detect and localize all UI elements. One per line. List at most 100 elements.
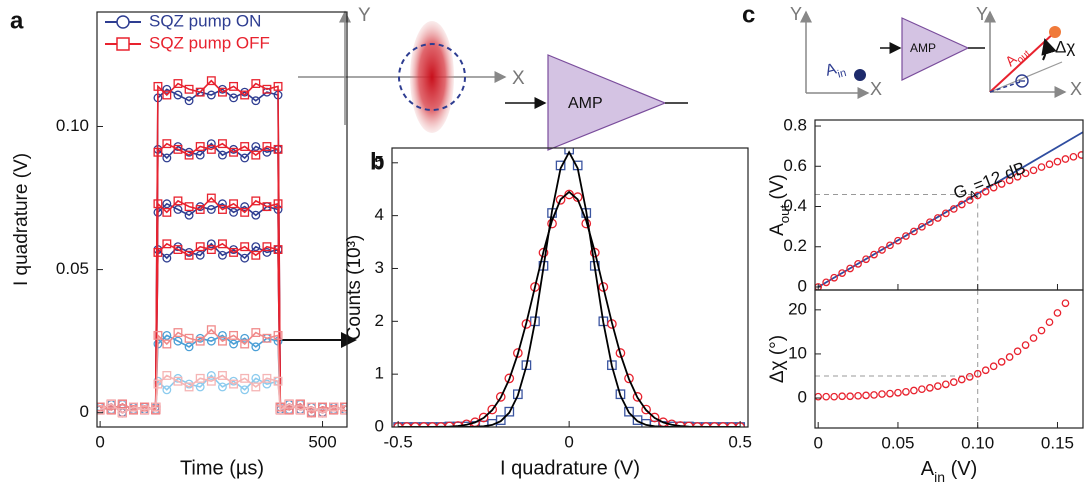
marker: [933, 382, 942, 390]
marker: [162, 239, 172, 249]
marker: [894, 388, 902, 397]
marker: [195, 373, 205, 383]
marker: [918, 385, 926, 394]
marker: [926, 218, 934, 227]
panel-label: c: [742, 1, 755, 28]
marker: [1061, 299, 1070, 308]
marker: [555, 194, 566, 205]
schematic-c: Y X Ain AMP Y X Aout Δχ: [790, 4, 1082, 99]
marker: [217, 371, 227, 380]
marker: [846, 264, 854, 273]
marker: [162, 330, 172, 340]
marker: [989, 183, 998, 192]
marker: [997, 358, 1006, 366]
series-line: [398, 150, 741, 427]
marker: [949, 205, 958, 213]
marker: [173, 328, 183, 338]
series-line: [99, 374, 345, 414]
marker: [240, 90, 250, 100]
marker: [184, 96, 194, 106]
series-line: [99, 196, 345, 414]
marker: [162, 153, 172, 163]
marker: [195, 242, 205, 252]
marker: [318, 408, 327, 418]
marker: [206, 325, 216, 335]
marker: [641, 404, 651, 415]
marker: [206, 144, 216, 154]
marker: [184, 342, 194, 352]
marker: [838, 392, 846, 401]
marker: [184, 150, 194, 160]
axes-frame: [814, 289, 1084, 429]
marker: [838, 269, 846, 277]
marker: [989, 362, 998, 371]
marker: [151, 402, 161, 412]
marker: [251, 382, 261, 392]
annotation-part: =12 dB: [971, 159, 1029, 196]
marker: [251, 142, 261, 151]
marker: [195, 382, 205, 392]
marker: [273, 81, 283, 91]
marker: [495, 415, 506, 425]
marker: [229, 330, 239, 340]
y-tick-label: 0.2: [783, 236, 807, 255]
marker: [217, 250, 227, 260]
marker: [1021, 169, 1030, 178]
marker: [862, 391, 870, 400]
y-tick-label: 0: [375, 416, 384, 435]
marker: [1053, 309, 1062, 317]
x-axis-label: Ain (V): [921, 458, 977, 484]
y-axis-label: Aout (V): [767, 174, 792, 236]
marker: [1077, 151, 1083, 159]
marker: [251, 196, 261, 206]
marker: [284, 399, 294, 409]
axes-frame: [391, 147, 749, 428]
series-line: [99, 79, 345, 414]
marker: [830, 392, 838, 401]
marker: [306, 408, 316, 418]
marker: [240, 385, 250, 395]
marker: [240, 142, 250, 151]
marker: [262, 142, 272, 151]
marker: [624, 406, 634, 417]
x-tick-label: 0: [813, 433, 822, 452]
marker: [240, 333, 250, 343]
marker: [162, 339, 172, 349]
delta-chi-label: Δχ: [1055, 37, 1075, 56]
marker: [251, 210, 261, 220]
marker: [1045, 318, 1054, 327]
marker: [981, 366, 990, 375]
y-axis-label-part: (V): [767, 174, 788, 205]
marker: [153, 247, 163, 257]
marker: [217, 139, 227, 149]
y-axis-label: Δχ (°): [767, 335, 788, 383]
marker: [894, 236, 902, 245]
marker: [229, 247, 239, 257]
marker: [173, 196, 183, 206]
marker: [1013, 347, 1022, 356]
marker: [329, 402, 339, 412]
y-tick-label: 5: [375, 152, 384, 171]
marker: [910, 386, 918, 395]
marker: [521, 360, 532, 371]
series-line: [99, 334, 345, 414]
marker: [262, 242, 272, 252]
a-in-part: A: [824, 61, 839, 80]
marker: [229, 207, 239, 217]
marker: [162, 90, 172, 100]
marker: [251, 328, 261, 338]
axis-letter: X: [1070, 79, 1082, 99]
marker: [1061, 155, 1070, 163]
marker: [153, 330, 163, 340]
marker: [530, 282, 540, 292]
marker: [184, 382, 194, 392]
axis-letter: Y: [976, 4, 988, 24]
marker: [275, 405, 285, 415]
legend-marker: [116, 15, 130, 29]
marker: [106, 399, 116, 409]
a-in-part: in: [836, 67, 847, 81]
marker: [941, 380, 950, 389]
marker: [1029, 334, 1038, 342]
